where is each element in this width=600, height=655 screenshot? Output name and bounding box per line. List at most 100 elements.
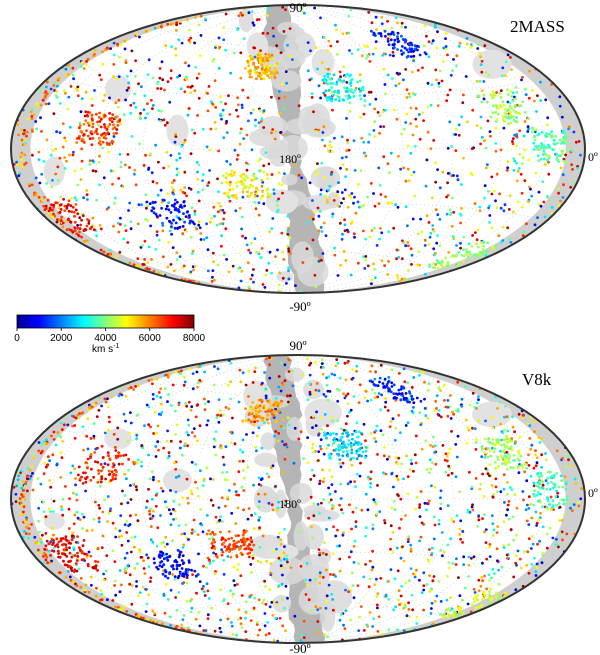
galaxy-point (273, 409, 277, 413)
galaxy-point (425, 158, 429, 162)
galaxy-point (40, 198, 44, 202)
galaxy-point (246, 96, 250, 100)
galaxy-point (349, 550, 353, 554)
galaxy-point (114, 101, 118, 105)
galaxy-point (217, 420, 221, 424)
galaxy-point (28, 477, 32, 481)
galaxy-point (435, 394, 439, 397)
galaxy-point (466, 511, 470, 514)
galaxy-point (102, 578, 106, 582)
galaxy-point (281, 624, 285, 628)
galaxy-point (390, 368, 394, 372)
galaxy-point (312, 514, 316, 518)
galaxy-point (406, 475, 410, 478)
galaxy-point (531, 130, 535, 134)
galaxy-point (552, 508, 556, 511)
galaxy-point (427, 560, 431, 563)
galaxy-point (258, 545, 262, 549)
galaxy-point (169, 69, 173, 72)
galaxy-point (178, 503, 181, 507)
galaxy-point (508, 194, 512, 198)
galaxy-point (80, 61, 84, 64)
galaxy-point (216, 263, 220, 267)
galaxy-point (257, 500, 261, 503)
galaxy-point (135, 264, 139, 268)
galaxy-point (152, 478, 155, 482)
galaxy-point (445, 598, 449, 602)
galaxy-point (221, 455, 225, 459)
galaxy-point (318, 551, 322, 555)
galaxy-point (125, 566, 129, 570)
galaxy-point (116, 437, 120, 441)
galaxy-point (335, 52, 339, 56)
galaxy-point (501, 462, 504, 466)
galaxy-point (217, 398, 221, 401)
galaxy-point (529, 474, 533, 478)
galaxy-point (552, 476, 556, 479)
galaxy-point (323, 434, 326, 437)
galaxy-point (269, 562, 273, 566)
galaxy-point (360, 454, 363, 458)
galaxy-point (561, 152, 564, 156)
galaxy-point (357, 562, 360, 565)
galaxy-point (570, 149, 574, 153)
galaxy-point (109, 47, 112, 50)
galaxy-point (206, 269, 210, 273)
galaxy-point (417, 374, 421, 377)
galaxy-point (399, 167, 402, 171)
galaxy-point (253, 237, 257, 241)
galaxy-point (396, 37, 400, 41)
galaxy-point (545, 132, 549, 135)
colorbar-gradient (16, 314, 195, 329)
galaxy-point (160, 542, 163, 545)
galaxy-point (156, 440, 160, 444)
galaxy-point (521, 466, 524, 469)
galaxy-point (437, 580, 441, 583)
galaxy-point (306, 41, 310, 44)
galaxy-point (97, 408, 101, 412)
galaxy-point (121, 489, 124, 493)
galaxy-point (96, 560, 100, 564)
galaxy-point (467, 563, 471, 567)
galaxy-point (26, 117, 30, 121)
galaxy-point (579, 497, 583, 501)
galaxy-point (194, 415, 198, 419)
galaxy-point (245, 243, 249, 247)
galaxy-point (246, 176, 250, 180)
galaxy-point (497, 106, 501, 110)
galaxy-point (394, 84, 398, 88)
galaxy-point (473, 600, 476, 603)
galaxy-point (171, 573, 175, 576)
galaxy-point (84, 471, 87, 475)
galaxy-point (51, 543, 54, 546)
galaxy-point (206, 613, 210, 617)
galaxy-point (169, 588, 173, 592)
galaxy-point (214, 430, 218, 433)
galaxy-point (422, 584, 426, 588)
galaxy-point (279, 543, 283, 546)
galaxy-point (370, 388, 374, 391)
longitude-line (94, 355, 299, 643)
galaxy-point (187, 561, 191, 564)
galaxy-point (374, 15, 378, 19)
galaxy-point (146, 204, 150, 208)
galaxy-point (494, 485, 498, 489)
galaxy-point (436, 234, 439, 237)
galaxy-point (235, 158, 239, 161)
galaxy-point (231, 416, 234, 420)
galaxy-point (48, 549, 51, 553)
galaxy-point (88, 163, 92, 166)
galaxy-point (167, 201, 171, 205)
galaxy-point (442, 46, 446, 50)
galaxy-point (107, 206, 111, 209)
galaxy-point (353, 195, 356, 199)
galaxy-point (181, 618, 185, 621)
galaxy-point (45, 182, 49, 185)
galaxy-point (148, 477, 152, 481)
galaxy-point (52, 84, 56, 87)
galaxy-point (302, 619, 306, 623)
galaxy-point (501, 456, 504, 460)
galaxy-point (396, 276, 400, 280)
galaxy-point (345, 89, 348, 93)
galaxy-point (74, 477, 77, 480)
